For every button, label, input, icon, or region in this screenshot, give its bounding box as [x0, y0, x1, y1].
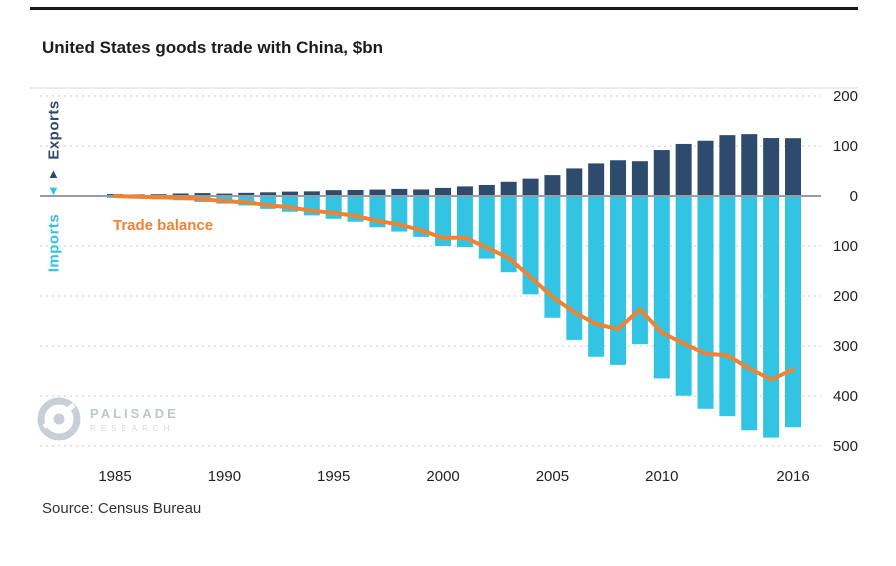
- exports-bar: [478, 184, 495, 196]
- imports-bar: [741, 196, 758, 431]
- y-axis-tick-label: 400: [833, 388, 858, 405]
- exports-bar: [281, 191, 298, 196]
- imports-bar: [435, 196, 452, 246]
- exports-bar: [631, 161, 648, 196]
- y-axis-tick-label: 100: [833, 238, 858, 255]
- exports-bar: [456, 186, 473, 196]
- exports-bar: [413, 189, 430, 196]
- imports-bar: [478, 196, 495, 259]
- imports-bar: [763, 196, 780, 438]
- exports-bar: [369, 189, 386, 196]
- x-axis-tick-label: 2016: [776, 468, 809, 485]
- watermark-subname: RESEARCH: [90, 423, 175, 433]
- x-axis-tick-label: 1995: [317, 468, 350, 485]
- exports-axis-label: Exports: [45, 100, 63, 160]
- imports-down-triangle-icon: ▼: [47, 183, 60, 198]
- chart-title: United States goods trade with China, $b…: [42, 38, 383, 57]
- palisade-logo-icon: [37, 397, 81, 441]
- exports-bar: [238, 192, 255, 196]
- watermark-name: PALISADE: [90, 405, 179, 421]
- exports-bar: [544, 175, 561, 196]
- watermark-text: PALISADE RESEARCH: [90, 406, 179, 433]
- imports-bar: [522, 196, 539, 295]
- imports-bar: [610, 196, 627, 365]
- imports-bar: [675, 196, 692, 396]
- exports-bar: [763, 138, 780, 196]
- exports-bar: [260, 192, 277, 196]
- imports-bar: [456, 196, 473, 248]
- imports-bar: [500, 196, 517, 273]
- exports-bar: [588, 163, 605, 196]
- imports-bar: [631, 196, 648, 345]
- source-note: Source: Census Bureau: [42, 500, 202, 517]
- exports-bar: [653, 150, 670, 196]
- x-axis-tick-label: 2000: [426, 468, 459, 485]
- trade-balance-line: [113, 194, 795, 382]
- x-axis-tick-label: 2005: [536, 468, 569, 485]
- imports-bar: [566, 196, 583, 340]
- trade-balance-label: Trade balance: [113, 217, 214, 234]
- exports-bar: [610, 160, 627, 196]
- y-axis-tick-label: 300: [833, 338, 858, 355]
- x-axis-tick-label: 1990: [208, 468, 241, 485]
- exports-up-triangle-icon: ▲: [47, 166, 60, 181]
- imports-bar: [544, 196, 561, 318]
- y-axis-tick-label: 500: [833, 438, 858, 455]
- imports-bar: [413, 196, 430, 237]
- exports-bar: [172, 193, 189, 196]
- exports-bar: [522, 178, 539, 196]
- exports-bar: [216, 193, 233, 196]
- y-axis-tick-label: 200: [833, 288, 858, 305]
- imports-bar: [719, 196, 736, 417]
- imports-bar: [697, 196, 714, 409]
- imports-bar: [588, 196, 605, 357]
- exports-bar: [719, 135, 736, 196]
- exports-bar: [194, 193, 211, 196]
- palisade-watermark: PALISADE RESEARCH: [36, 396, 179, 442]
- top-border-line: [30, 7, 858, 10]
- x-axis-tick-label: 2010: [645, 468, 678, 485]
- exports-bar: [435, 187, 452, 196]
- y-axis-tick-label: 100: [833, 138, 858, 155]
- exports-bar: [697, 140, 714, 196]
- exports-bar: [675, 143, 692, 196]
- exports-bar: [325, 190, 342, 196]
- exports-bar: [347, 190, 364, 196]
- y-axis-tick-label: 0: [850, 188, 858, 205]
- imports-bar: [785, 196, 802, 428]
- exports-bar: [785, 138, 802, 196]
- exports-bar: [391, 188, 408, 196]
- exports-bar: [566, 168, 583, 196]
- imports-axis-label: Imports: [45, 213, 63, 273]
- y-axis-tick-label: 200: [833, 88, 858, 105]
- exports-bar: [500, 181, 517, 196]
- x-axis-tick-label: 1985: [98, 468, 131, 485]
- exports-bar: [741, 134, 758, 196]
- exports-bar: [303, 191, 320, 196]
- imports-bar: [653, 196, 670, 379]
